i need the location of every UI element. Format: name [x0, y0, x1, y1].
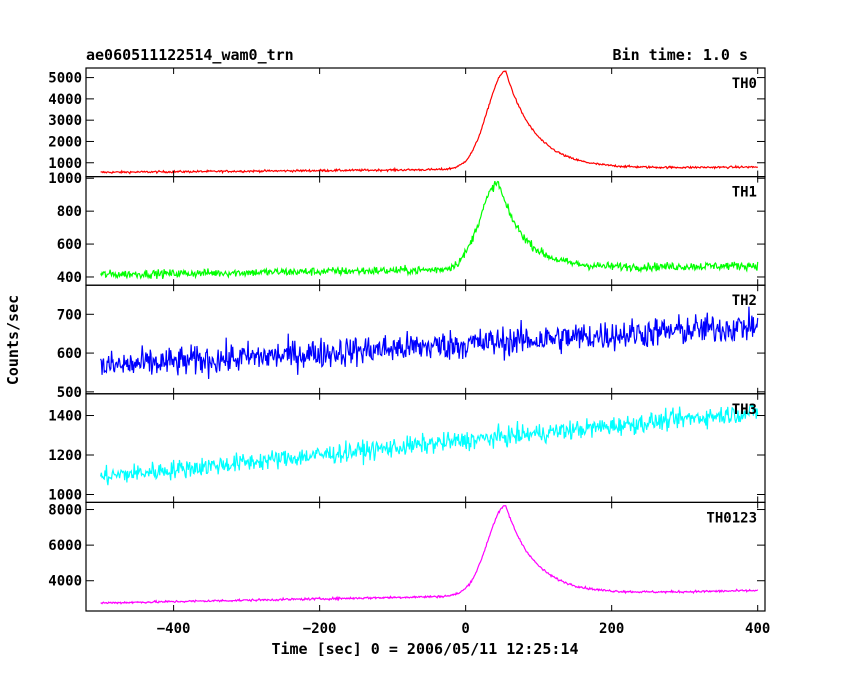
y-tick-label: 1000	[48, 156, 82, 172]
panel-label: TH0	[732, 76, 757, 92]
panel-label: TH0123	[706, 510, 757, 526]
x-tick-label: −400	[157, 621, 191, 637]
series-line-th0	[100, 70, 759, 175]
x-tick-label: 400	[745, 621, 770, 637]
panel-th2: 500 600 700 TH2	[57, 284, 766, 401]
y-tick-label: 600	[57, 237, 82, 253]
panel-th0: 1000 2000 3000 4000 5000 TH0	[48, 67, 766, 178]
y-tick-label: 3000	[48, 113, 82, 129]
x-tick-label: 0	[461, 621, 469, 637]
y-tick-label: 5000	[48, 71, 82, 87]
y-tick-label: 500	[57, 385, 82, 401]
series-line-th3	[100, 404, 759, 486]
y-tick-label: 1000	[48, 488, 82, 504]
panel-label: TH1	[732, 185, 757, 201]
y-tick-label: 600	[57, 346, 82, 362]
y-tick-label: 700	[57, 307, 82, 323]
y-tick-label: 2000	[48, 134, 82, 150]
panel-frame	[85, 67, 766, 178]
y-tick-label: 800	[57, 204, 82, 220]
series-line-th2	[100, 306, 759, 379]
panel-label: TH2	[732, 293, 757, 309]
y-tick-label: 1000	[48, 171, 82, 187]
bin-time-label: Bin time: 1.0 s	[613, 46, 748, 64]
panels-group: 1000 2000 3000 4000 5000 TH0 400 600 800 1000 TH1 5…	[48, 67, 766, 612]
y-tick-label: 1400	[48, 409, 82, 425]
series-line-th0123	[100, 504, 759, 605]
x-tick-label: −200	[303, 621, 337, 637]
panel-frame	[85, 284, 766, 395]
y-tick-label: 400	[57, 270, 82, 286]
panel-th3: 1000 1200 1400 TH3	[48, 393, 766, 504]
chart-title: ae060511122514_wam0_trn	[86, 46, 294, 64]
panel-label: TH3	[732, 402, 757, 418]
y-tick-label: 6000	[48, 538, 82, 554]
x-tick-label: 200	[599, 621, 624, 637]
panel-th1: 400 600 800 1000 TH1	[48, 171, 766, 286]
panel-frame	[85, 501, 766, 612]
panel-th0123: 4000 6000 8000 TH0123	[48, 501, 766, 612]
y-tick-label: 8000	[48, 503, 82, 519]
y-tick-label: 1200	[48, 448, 82, 464]
y-tick-label: 4000	[48, 574, 82, 590]
y-axis-label: Counts/sec	[4, 295, 22, 385]
x-axis-label: Time [sec] 0 = 2006/05/11 12:25:14	[271, 640, 578, 658]
x-axis: −400 −200 0 200 400	[157, 621, 771, 637]
y-tick-label: 4000	[48, 92, 82, 108]
series-line-th1	[100, 180, 759, 280]
